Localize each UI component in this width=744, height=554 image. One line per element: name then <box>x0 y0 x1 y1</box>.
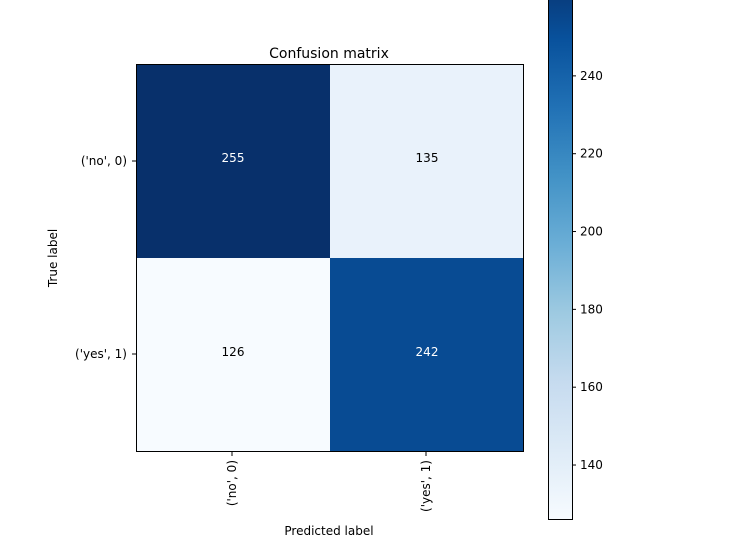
x-axis-label: Predicted label <box>284 524 373 538</box>
colorbar-tick-label: 140 <box>580 458 603 472</box>
cell-yes-no <box>136 258 330 452</box>
colorbar-tick-label: 240 <box>580 69 603 83</box>
chart-title: Confusion matrix <box>269 46 389 62</box>
x-tick-label-yes: ('yes', 1) <box>419 460 433 512</box>
y-tick-label-yes: ('yes', 1) <box>75 347 127 361</box>
colorbar-tick-label: 200 <box>580 225 603 239</box>
cell-label-yes-yes: 242 <box>416 345 439 359</box>
plot-frame <box>136 64 524 452</box>
colorbar-tick-label: 220 <box>580 147 603 161</box>
cell-label-yes-no: 126 <box>222 345 245 359</box>
heatmap-cells <box>136 64 524 452</box>
y-axis-label: True label <box>46 229 60 288</box>
cell-yes-yes <box>330 258 524 452</box>
colorbar-tick-label: 160 <box>580 380 603 394</box>
colorbar-tick-label: 180 <box>580 302 603 316</box>
cell-no-no <box>136 64 330 258</box>
colorbar <box>548 0 573 520</box>
cell-no-yes <box>330 64 524 258</box>
x-tick-label-no: ('no', 0) <box>225 460 239 506</box>
cell-label-no-no: 255 <box>222 151 245 165</box>
cell-label-no-yes: 135 <box>416 151 439 165</box>
y-tick-label-no: ('no', 0) <box>81 154 127 168</box>
